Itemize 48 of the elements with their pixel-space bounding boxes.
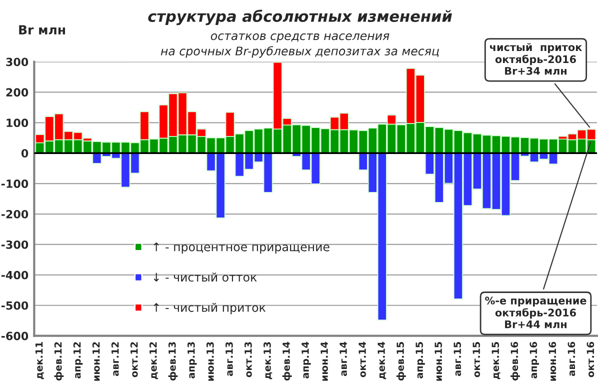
y-tick-label: 0 bbox=[21, 149, 28, 158]
x-tick-label: июн.14 bbox=[320, 342, 328, 381]
x-tick-label: дек.15 bbox=[492, 342, 500, 380]
y-tick-label: 100 bbox=[6, 118, 28, 128]
x-tick-label: авг.12 bbox=[111, 342, 119, 376]
y-tick-label: -500 bbox=[1, 301, 28, 310]
x-tick-label: дек.12 bbox=[149, 342, 158, 380]
legend-label: ↑ - чистый приток bbox=[154, 302, 266, 314]
y-tick-label: 200 bbox=[6, 88, 28, 97]
y-tick-label: 300 bbox=[6, 58, 28, 66]
x-tick-label: фев.16 bbox=[510, 342, 520, 380]
x-tick-label: дек.13 bbox=[264, 342, 272, 380]
x-tick-label: июн.12 bbox=[92, 342, 100, 381]
y-tick-label: -400 bbox=[1, 270, 28, 280]
chart-title: структура абсолютных изменений bbox=[148, 10, 452, 26]
x-tick-label: авг.14 bbox=[340, 342, 347, 376]
x-tick-label: окт.15 bbox=[472, 342, 480, 378]
x-tick-label: июн.16 bbox=[548, 342, 556, 381]
annotation: %-е приращение октябрь-2016 Br+44 млн bbox=[485, 296, 586, 328]
x-tick-label: окт.16 bbox=[586, 342, 594, 378]
x-tick-label: окт.13 bbox=[244, 342, 252, 378]
x-tick-label: фев.12 bbox=[54, 342, 64, 380]
x-tick-label: июн.13 bbox=[206, 342, 214, 381]
x-tick-label: апр.15 bbox=[416, 342, 425, 378]
x-tick-label: апр.12 bbox=[73, 342, 83, 378]
y-axis-title: Br млн bbox=[19, 25, 65, 34]
x-tick-label: апр.13 bbox=[187, 342, 197, 378]
x-tick-label: авг.15 bbox=[454, 342, 462, 376]
x-tick-label: фев.14 bbox=[282, 342, 292, 380]
x-tick-label: авг.13 bbox=[226, 342, 233, 376]
x-tick-label: авг.16 bbox=[568, 342, 576, 376]
x-tick-label: апр.14 bbox=[302, 342, 311, 378]
x-tick-label: окт.12 bbox=[130, 342, 138, 378]
x-tick-label: дек.11 bbox=[36, 342, 44, 380]
x-tick-label: апр.16 bbox=[530, 342, 539, 378]
y-tick-label: -600 bbox=[1, 332, 28, 340]
x-tick-label: окт.14 bbox=[358, 342, 366, 378]
chart-subtitle: остатков средств населения на срочных Br-рублевых депозитах за месяц bbox=[160, 33, 439, 58]
x-tick-label: дек.14 bbox=[378, 342, 386, 380]
legend-label: ↓ - чистый отток bbox=[154, 272, 257, 282]
legend-label: ↑ - процентное приращение bbox=[154, 242, 330, 254]
y-tick-label: -300 bbox=[1, 240, 28, 249]
annotation: чистый приток октябрь-2016 Br+34 млн bbox=[490, 42, 582, 75]
x-tick-label: фев.15 bbox=[396, 342, 406, 380]
y-tick-label: -100 bbox=[1, 180, 28, 188]
y-tick-label: -200 bbox=[1, 210, 28, 218]
x-tick-label: фев.13 bbox=[168, 342, 178, 380]
x-tick-label: июн.15 bbox=[434, 342, 442, 381]
